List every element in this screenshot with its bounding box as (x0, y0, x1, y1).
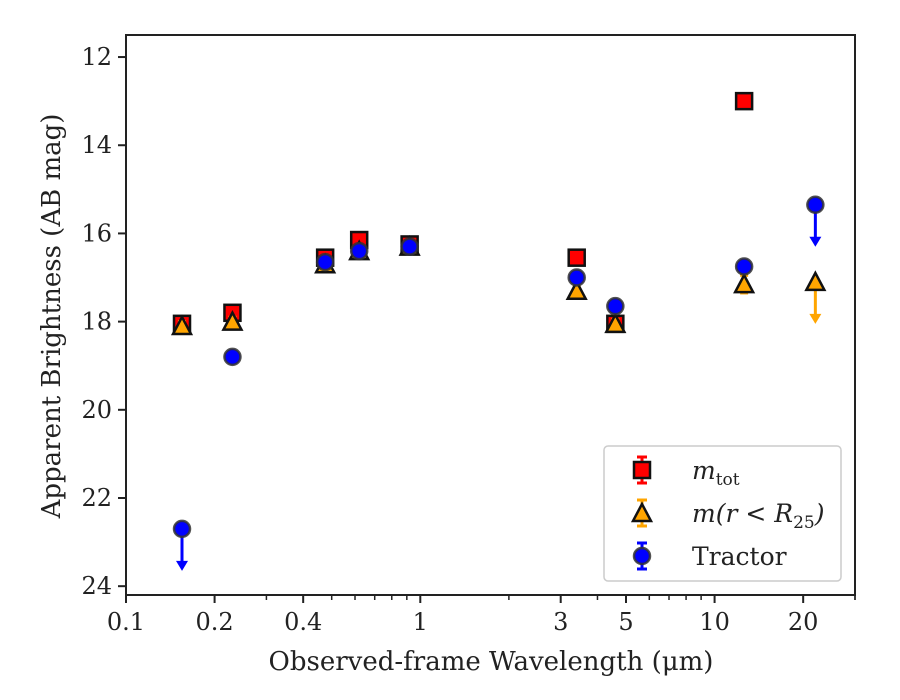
x-tick-label: 20 (788, 608, 819, 636)
legend-marker-square (632, 460, 652, 480)
x-tick-label: 1 (413, 608, 428, 636)
series-square (172, 91, 754, 334)
upper-limit-arrowhead (176, 560, 189, 571)
marks-layer (170, 91, 827, 571)
data-point-square (567, 248, 586, 267)
data-point-triangle (733, 272, 756, 294)
data-point-triangle (804, 270, 827, 292)
x-tick-label: 10 (699, 608, 730, 636)
y-axis-label: Apparent Brightness (AB mag) (37, 114, 67, 520)
legend: mtot m(r < R25) Tractor (603, 445, 842, 582)
axes-layer: 12 14 16 18 20 22 24 0.1 0.2 0.4 1 3 5 10 20 (81, 34, 856, 636)
data-point-triangle (565, 279, 588, 300)
y-tick-label: 20 (81, 396, 112, 424)
legend-label: Tractor (692, 542, 787, 571)
data-point-circle (223, 347, 242, 367)
data-point-circle (806, 195, 825, 215)
data-point-circle (315, 252, 335, 272)
y-tick-label: 16 (81, 219, 112, 247)
legend-box (603, 445, 842, 582)
x-tick-label: 0.2 (196, 608, 234, 636)
y-tick-label: 24 (81, 572, 112, 600)
legend-label: mtot (692, 456, 740, 490)
data-point-triangle (221, 309, 244, 331)
legend-marker-triangle (630, 501, 654, 523)
x-tick-label: 5 (618, 608, 633, 636)
x-tick-label: 0.4 (284, 608, 322, 636)
data-point-triangle (170, 314, 194, 336)
series-triangle (170, 234, 827, 336)
x-tick-label: 3 (553, 608, 568, 636)
x-axis-label: Observed-frame Wavelength (μm) (269, 647, 714, 677)
upper-limit-arrowhead (809, 313, 822, 324)
upper-limit-arrowhead (809, 236, 822, 247)
data-point-circle (606, 296, 625, 316)
data-point-circle (349, 241, 369, 261)
data-point-circle (400, 237, 419, 256)
legend-label: m(r < R25) (692, 499, 824, 533)
legend-marker-circle (632, 546, 652, 566)
data-point-circle (567, 268, 586, 287)
plot-frame (125, 34, 856, 596)
y-tick-label: 18 (81, 308, 112, 336)
data-point-circle (172, 519, 192, 539)
data-point-square (734, 91, 754, 111)
x-tick-label: 0.1 (107, 608, 145, 636)
series-circle (172, 195, 825, 571)
y-tick-label: 12 (81, 43, 112, 71)
y-tick-label: 22 (81, 484, 112, 512)
data-point-circle (734, 257, 754, 276)
y-tick-label: 14 (81, 131, 112, 159)
data-point-triangle (604, 312, 627, 334)
